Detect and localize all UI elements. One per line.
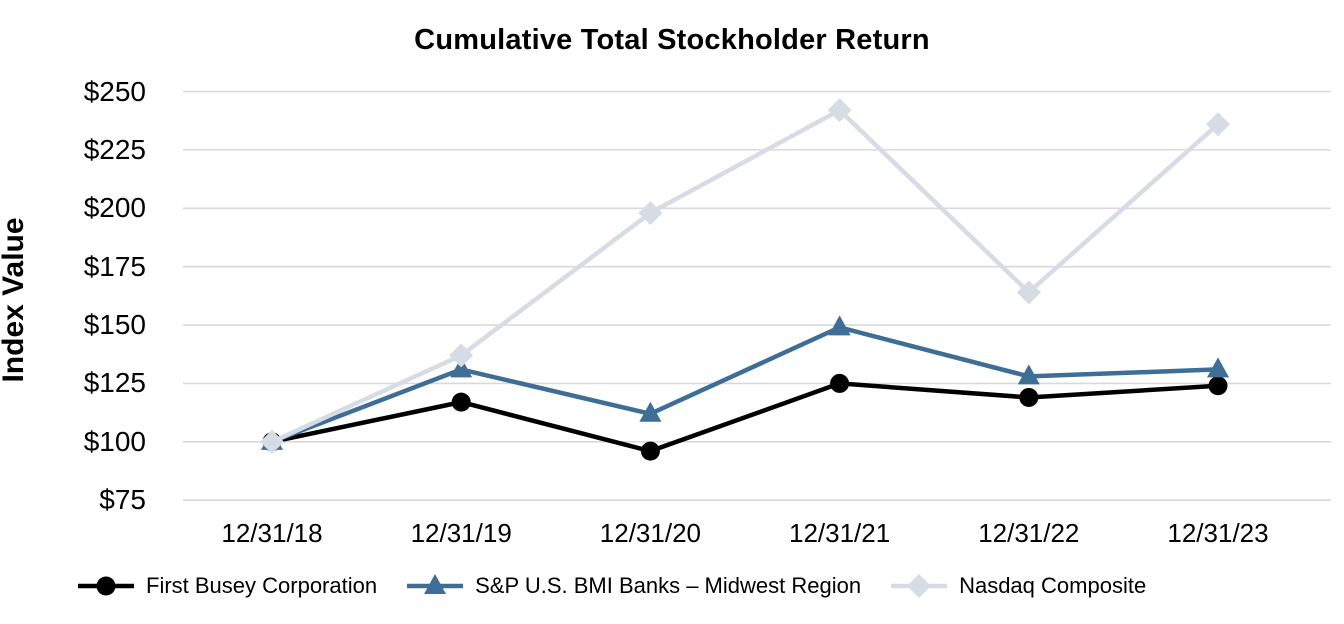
legend-item-first-busey: First Busey Corporation [76, 573, 377, 599]
y-tick-label: $100 [83, 425, 146, 457]
data-point-triangle [1017, 364, 1040, 385]
data-point-circle [96, 576, 116, 596]
y-tick-label: $75 [99, 484, 146, 516]
diamond-marker-icon [891, 574, 948, 598]
data-point-diamond [1016, 280, 1041, 305]
data-point-circle [1208, 376, 1228, 396]
y-tick-label: $250 [83, 75, 146, 107]
y-tick-label: $150 [83, 309, 146, 341]
x-tick-label: 12/31/20 [599, 518, 701, 548]
y-tick-label: $125 [83, 367, 146, 399]
data-point-diamond [449, 343, 474, 368]
legend-label: S&P U.S. BMI Banks – Midwest Region [475, 573, 862, 598]
x-tick-label: 12/31/18 [221, 518, 323, 548]
x-tick-label: 12/31/21 [788, 518, 891, 548]
legend-item-nasdaq: Nasdaq Composite [889, 573, 1146, 599]
legend-label: First Busey Corporation [146, 573, 378, 598]
y-tick-label: $200 [83, 192, 146, 224]
data-point-triangle [828, 315, 851, 336]
series-line [271, 324, 1219, 444]
data-point-triangle [639, 401, 662, 422]
y-tick-label: $175 [83, 250, 146, 282]
chart-legend: First Busey Corporation S&P U.S. BMI Ban… [76, 564, 1146, 608]
y-tick-label: $225 [83, 133, 146, 165]
circle-marker-icon [78, 576, 134, 596]
x-tick-label: 12/31/22 [978, 518, 1080, 548]
data-point-circle [830, 373, 850, 393]
data-point-triangle [424, 574, 447, 594]
chart-title: Cumulative Total Stockholder Return [414, 24, 930, 56]
legend-label: Nasdaq Composite [959, 573, 1147, 598]
data-point-diamond [907, 574, 932, 598]
series-line [271, 381, 1219, 454]
data-point-diamond [1206, 112, 1230, 137]
series-line [271, 107, 1220, 444]
triangle-marker-icon [407, 574, 464, 594]
data-point-circle [1019, 387, 1039, 407]
data-point-triangle [450, 357, 473, 378]
data-point-diamond [638, 200, 663, 225]
x-tick-label: 12/31/19 [410, 518, 512, 548]
data-point-circle [451, 392, 471, 412]
data-point-triangle [1207, 357, 1229, 378]
data-point-diamond [260, 429, 284, 454]
x-tick-label: 12/31/23 [1167, 518, 1269, 548]
data-point-diamond [827, 98, 852, 123]
legend-item-sp-bmi-banks: S&P U.S. BMI Banks – Midwest Region [405, 573, 861, 599]
data-point-circle [640, 441, 660, 461]
